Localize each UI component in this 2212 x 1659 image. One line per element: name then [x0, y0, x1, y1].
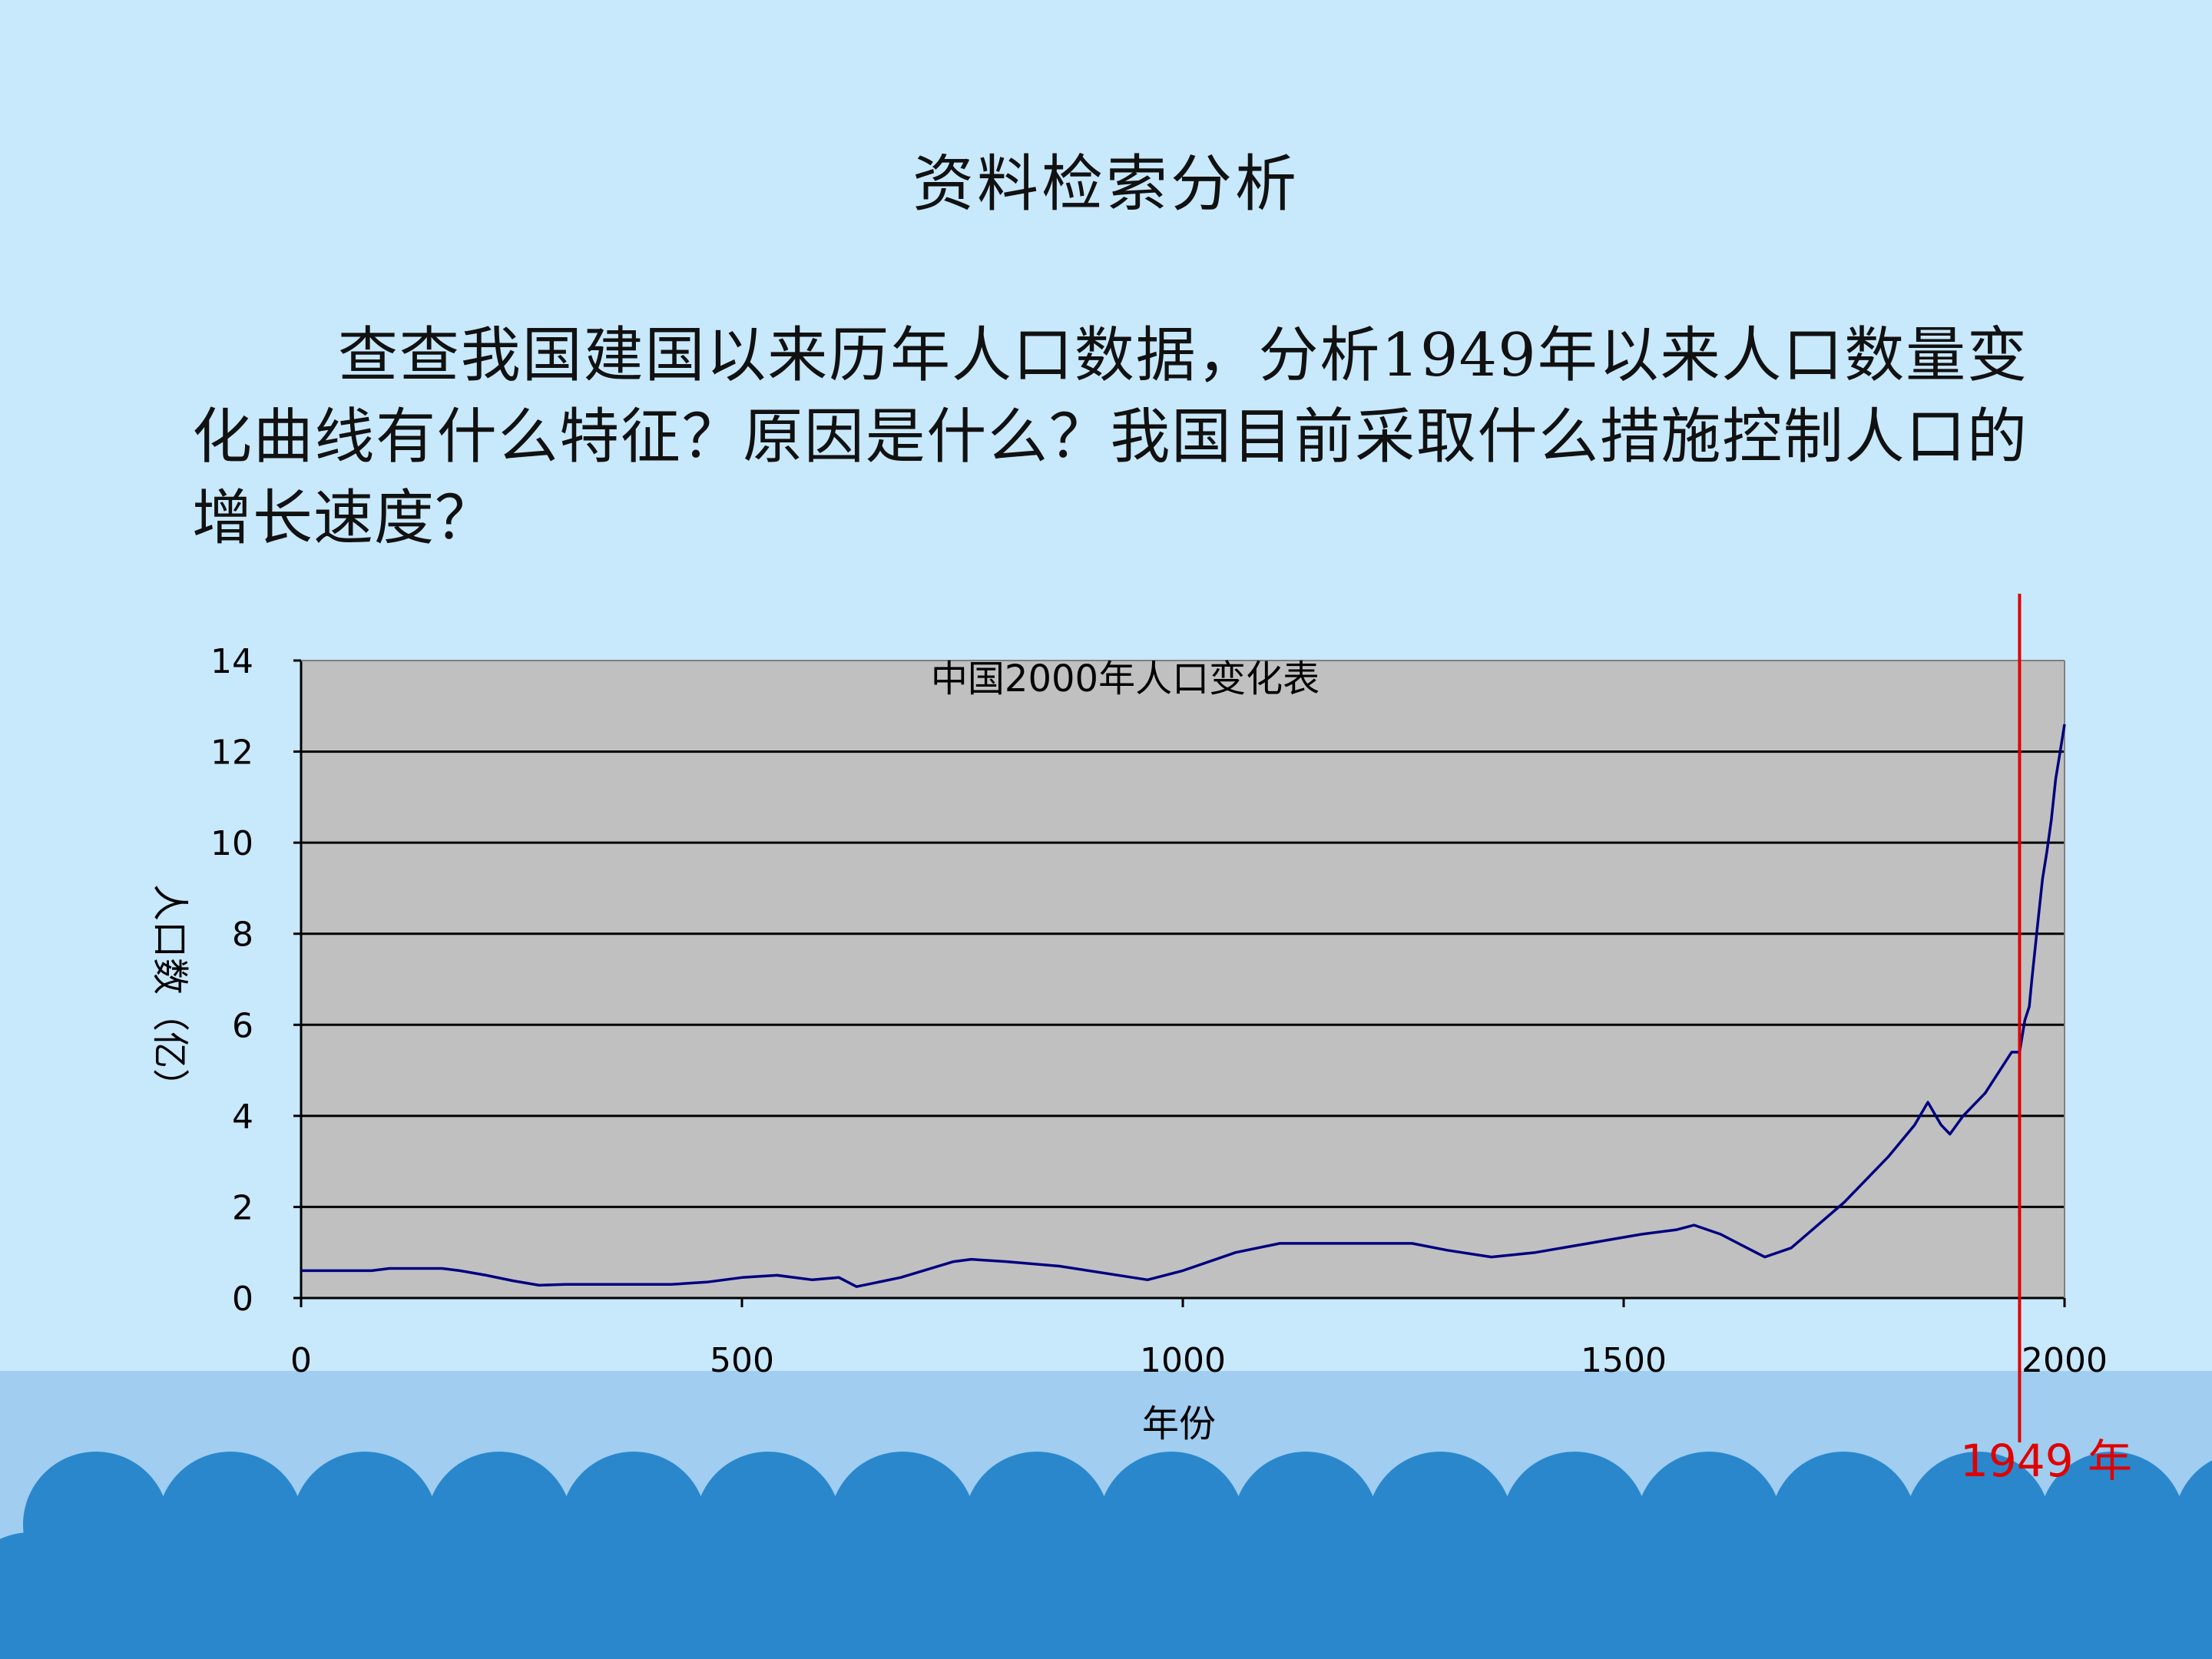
- chart-title: 中国2000年人口变化表: [931, 657, 1320, 700]
- x-tick-label-1000: 1000: [1140, 1341, 1226, 1380]
- y-tick-label-0: 0: [232, 1280, 253, 1319]
- x-tick-label-0: 0: [290, 1341, 312, 1380]
- y-tick-label-10: 10: [210, 824, 253, 863]
- wave-row-front: [0, 1532, 2212, 1659]
- y-axis-label: 人口数（亿）: [148, 884, 191, 1105]
- x-tick-label-500: 500: [710, 1341, 774, 1380]
- y-tick-label-14: 14: [210, 642, 253, 681]
- y-tick-labels: 0 2 4 6 8 10 12 14: [210, 642, 301, 1319]
- wave-base: [0, 1601, 2212, 1659]
- y-tick-label-12: 12: [210, 733, 253, 773]
- wave-decoration: [0, 1371, 2212, 1659]
- slide-title: 资料检索分析: [912, 148, 1300, 220]
- year-1949-marker-label: 1949 年: [1960, 1435, 2132, 1487]
- plot-area: [301, 661, 2065, 1298]
- y-tick-label-8: 8: [232, 916, 253, 955]
- x-tick-label-1500: 1500: [1581, 1341, 1667, 1380]
- x-tick-label-2000: 2000: [2022, 1341, 2108, 1380]
- x-axis-label: 年份: [1142, 1402, 1216, 1445]
- slide-body-text: 查查我国建国以来历年人口数据，分析1949年以来人口数量变化曲线有什么特征？原因…: [192, 321, 2028, 553]
- y-tick-label-6: 6: [232, 1006, 253, 1045]
- y-tick-label-4: 4: [232, 1098, 253, 1137]
- gridlines: [301, 750, 2065, 1208]
- x-tick-labels: 0 500 1000 1500 2000: [290, 1298, 2108, 1380]
- y-tick-label-2: 2: [232, 1188, 253, 1227]
